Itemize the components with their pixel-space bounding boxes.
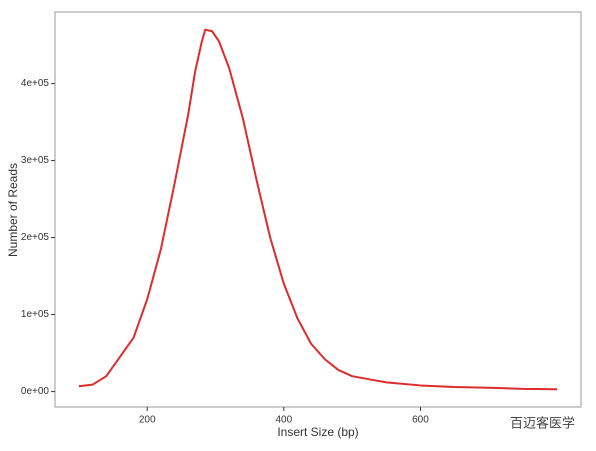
watermark: 百迈客医学	[510, 416, 575, 432]
line	[78, 28, 558, 391]
y-tick-label: 4e+05	[21, 78, 50, 89]
y-tick-label: 2e+05	[21, 232, 50, 243]
x-tick-label: 600	[412, 415, 429, 426]
y-tick-label: 1e+05	[21, 309, 50, 320]
y-axis-title: Number of Reads	[6, 163, 20, 257]
x-tick-label: 200	[139, 415, 156, 426]
y-tick-label: 0e+00	[21, 386, 50, 397]
panel	[54, 11, 582, 408]
x-axis-title: Insert Size (bp)	[277, 425, 358, 439]
x-tick-label: 400	[276, 415, 293, 426]
y-tick-label: 3e+05	[21, 155, 50, 166]
